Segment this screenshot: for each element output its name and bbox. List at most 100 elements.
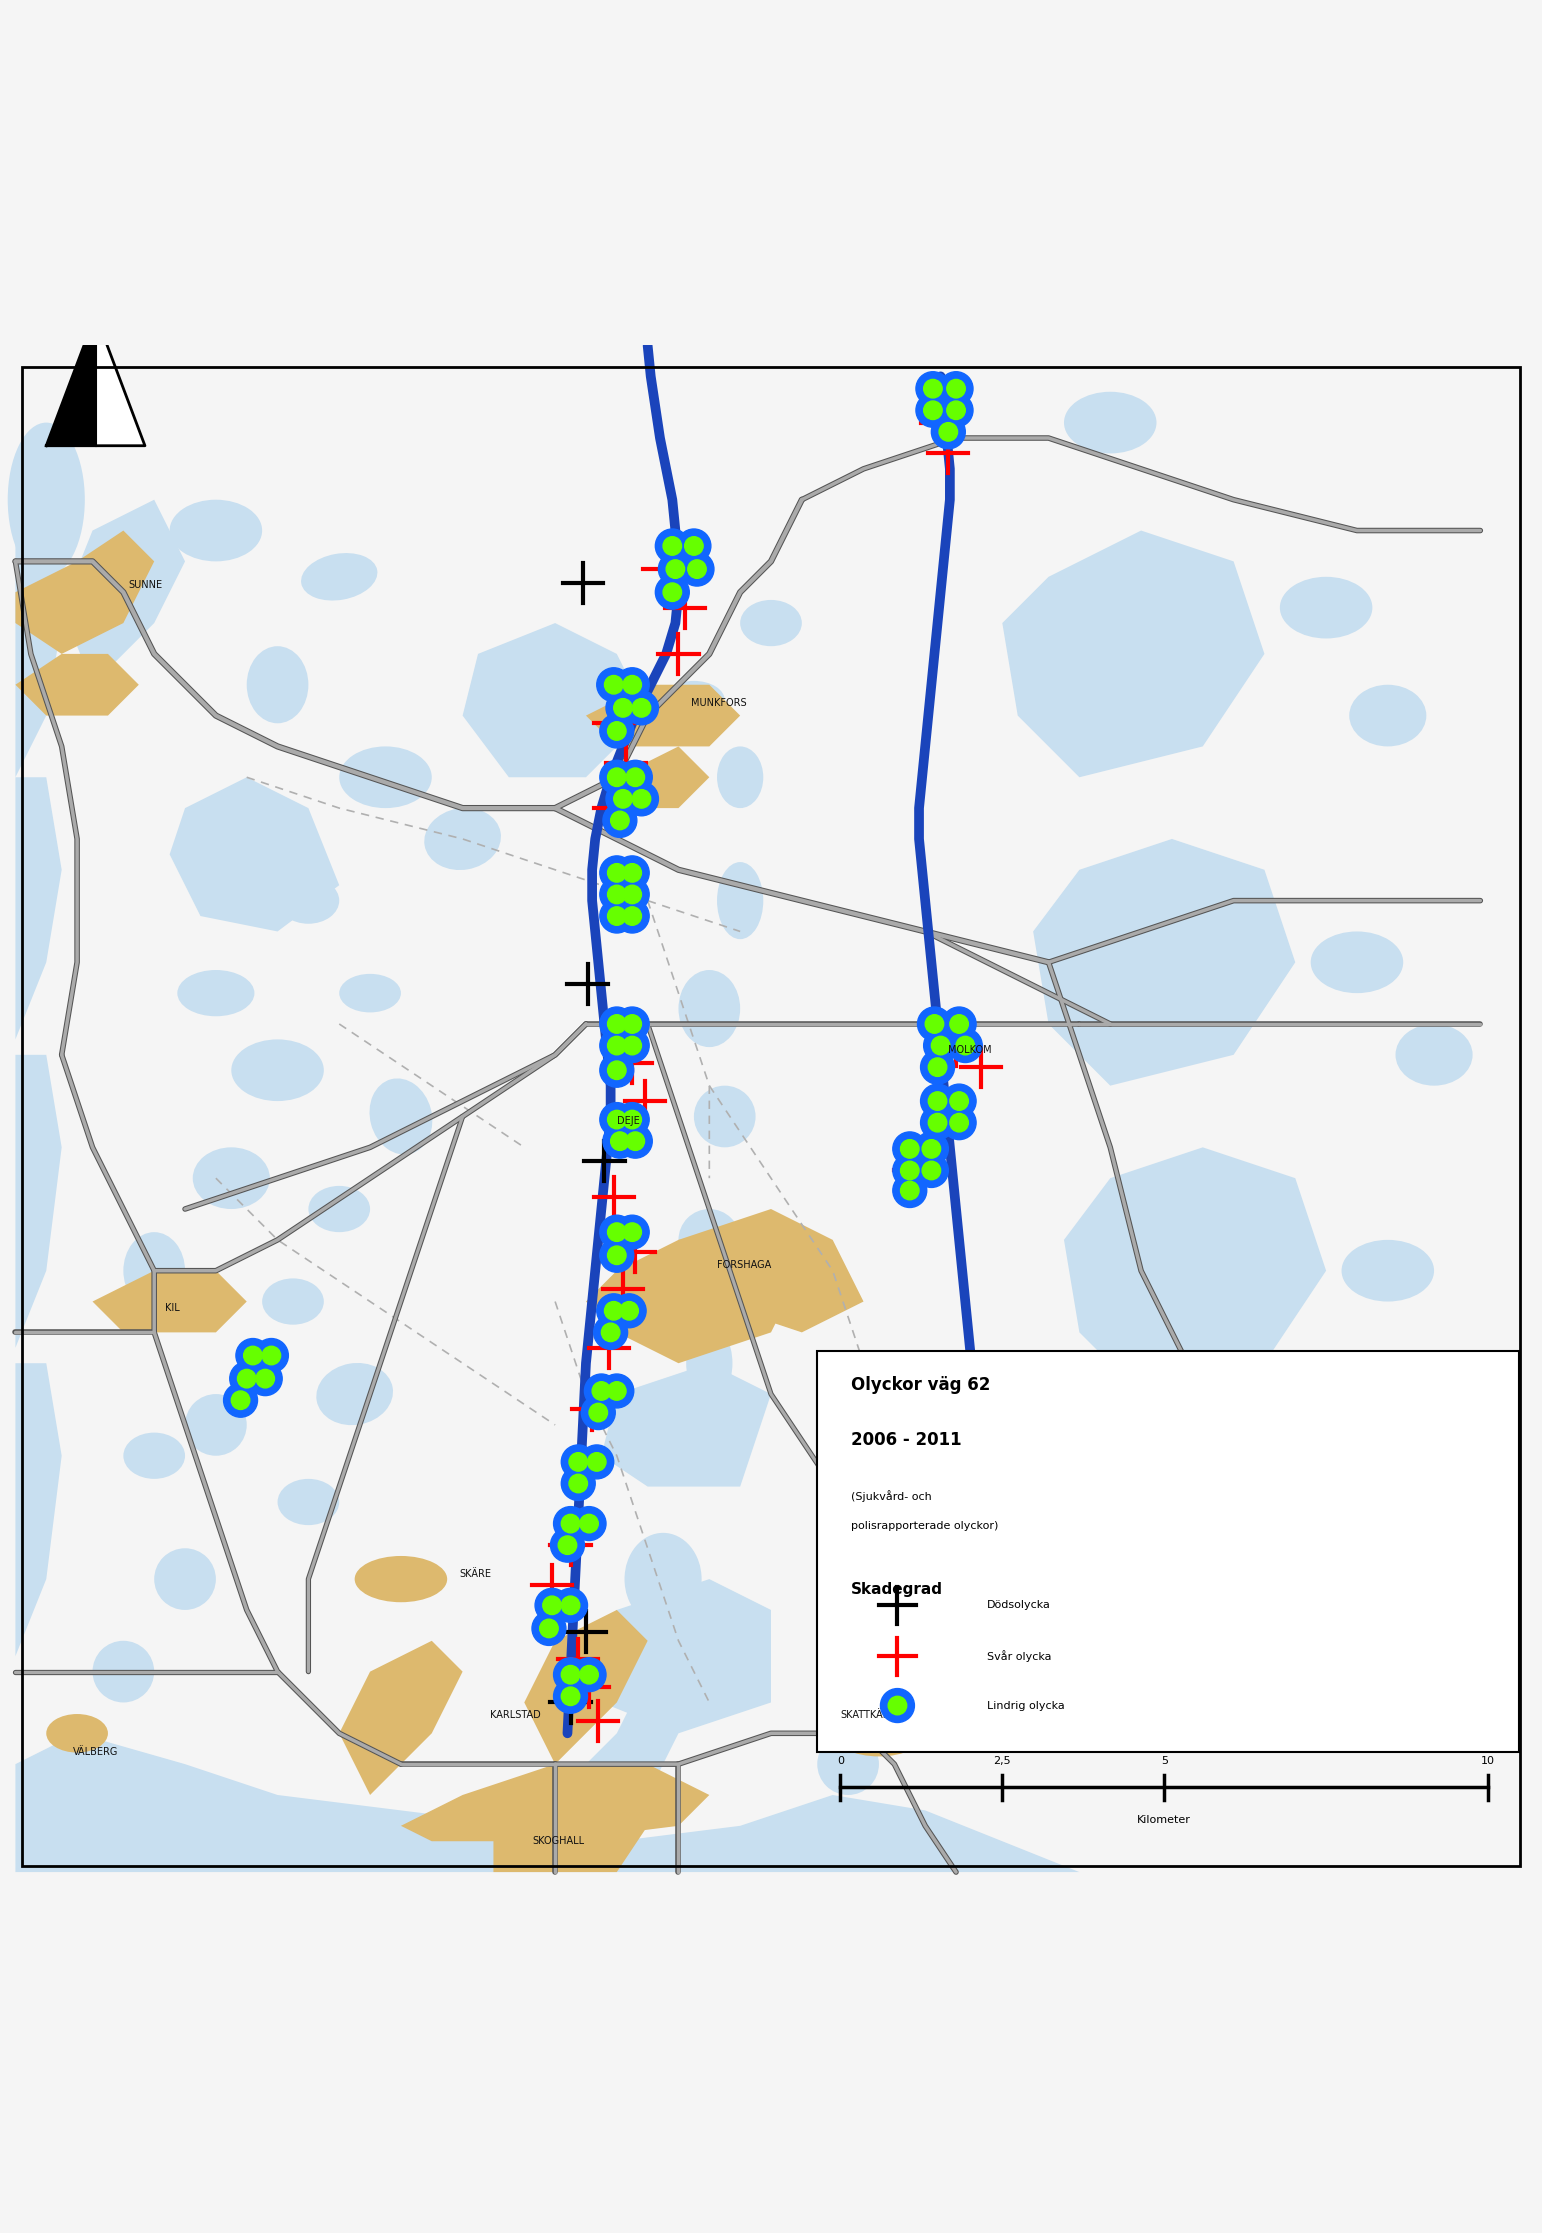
Circle shape [604, 1302, 623, 1320]
Circle shape [931, 1036, 950, 1054]
Circle shape [956, 1036, 975, 1054]
Circle shape [942, 1007, 976, 1041]
Text: 0: 0 [837, 1755, 843, 1766]
Polygon shape [586, 1579, 771, 1733]
Text: 2006 - 2011: 2006 - 2011 [851, 1431, 962, 1449]
Ellipse shape [1311, 931, 1403, 994]
Circle shape [589, 1402, 608, 1422]
Circle shape [236, 1338, 270, 1373]
Circle shape [931, 415, 965, 449]
FancyBboxPatch shape [817, 1351, 1519, 1753]
Polygon shape [401, 1764, 709, 1842]
Ellipse shape [231, 1038, 324, 1101]
Polygon shape [586, 686, 740, 746]
Ellipse shape [424, 808, 501, 871]
Circle shape [600, 1103, 634, 1137]
Circle shape [632, 790, 651, 808]
Circle shape [606, 690, 640, 726]
Ellipse shape [278, 878, 339, 924]
Circle shape [561, 1597, 580, 1614]
Circle shape [597, 1293, 631, 1329]
Ellipse shape [8, 422, 85, 576]
Text: MOLKOM: MOLKOM [948, 1045, 992, 1056]
Ellipse shape [46, 1715, 108, 1753]
Circle shape [600, 1007, 634, 1041]
Circle shape [655, 529, 689, 563]
Ellipse shape [370, 1079, 432, 1154]
Circle shape [623, 1036, 641, 1054]
Circle shape [554, 1507, 588, 1541]
Circle shape [224, 1382, 258, 1418]
Circle shape [615, 855, 649, 889]
Circle shape [588, 1454, 606, 1472]
Ellipse shape [262, 1280, 324, 1324]
Circle shape [916, 371, 950, 406]
Ellipse shape [193, 1148, 270, 1208]
Circle shape [237, 1369, 256, 1389]
Circle shape [625, 782, 658, 815]
Circle shape [606, 782, 640, 815]
Circle shape [600, 878, 634, 911]
Circle shape [625, 690, 658, 726]
Ellipse shape [308, 1186, 370, 1233]
Circle shape [663, 583, 682, 601]
Ellipse shape [154, 1547, 216, 1610]
Circle shape [608, 864, 626, 882]
Circle shape [925, 1014, 944, 1034]
Circle shape [611, 1132, 629, 1150]
Circle shape [561, 1514, 580, 1532]
Polygon shape [15, 654, 139, 715]
Circle shape [230, 1362, 264, 1396]
Ellipse shape [833, 1710, 925, 1757]
Ellipse shape [278, 1478, 339, 1525]
Polygon shape [1002, 531, 1264, 777]
Ellipse shape [625, 1532, 702, 1626]
Text: SKOGHALL: SKOGHALL [532, 1836, 584, 1847]
Circle shape [608, 1061, 626, 1079]
Text: 5: 5 [1161, 1755, 1167, 1766]
Circle shape [600, 1029, 634, 1063]
Ellipse shape [678, 969, 740, 1047]
Polygon shape [601, 1362, 771, 1487]
Polygon shape [93, 1271, 247, 1333]
Circle shape [942, 1083, 976, 1119]
Circle shape [550, 1527, 584, 1563]
Circle shape [888, 1697, 907, 1715]
Polygon shape [1033, 840, 1295, 1085]
Ellipse shape [123, 1434, 185, 1478]
Ellipse shape [1396, 1025, 1473, 1085]
Polygon shape [1018, 1456, 1280, 1702]
Circle shape [540, 1619, 558, 1637]
Ellipse shape [817, 1733, 879, 1795]
Circle shape [231, 1391, 250, 1409]
Circle shape [623, 1110, 641, 1130]
Circle shape [554, 1657, 588, 1693]
Ellipse shape [740, 601, 802, 645]
Circle shape [615, 1029, 649, 1063]
Ellipse shape [694, 1085, 756, 1148]
Text: Olyckor väg 62: Olyckor väg 62 [851, 1376, 990, 1393]
Circle shape [666, 560, 685, 578]
Circle shape [262, 1346, 281, 1364]
Circle shape [948, 1029, 982, 1063]
Ellipse shape [686, 1324, 732, 1402]
Text: MUNKFORS: MUNKFORS [691, 699, 746, 708]
Text: Skadegrad: Skadegrad [851, 1583, 944, 1597]
Text: Kilometer: Kilometer [1138, 1815, 1190, 1824]
Circle shape [608, 721, 626, 741]
Polygon shape [617, 746, 709, 808]
Circle shape [921, 1083, 954, 1119]
Polygon shape [586, 1239, 802, 1362]
Polygon shape [463, 623, 648, 777]
Circle shape [922, 1139, 941, 1159]
Circle shape [626, 1132, 645, 1150]
Polygon shape [678, 1208, 864, 1333]
Circle shape [256, 1369, 274, 1389]
Circle shape [561, 1445, 595, 1478]
Circle shape [561, 1467, 595, 1501]
Circle shape [558, 1536, 577, 1554]
Polygon shape [170, 777, 339, 931]
Circle shape [608, 1382, 626, 1400]
Circle shape [580, 1514, 598, 1532]
Circle shape [600, 1054, 634, 1087]
